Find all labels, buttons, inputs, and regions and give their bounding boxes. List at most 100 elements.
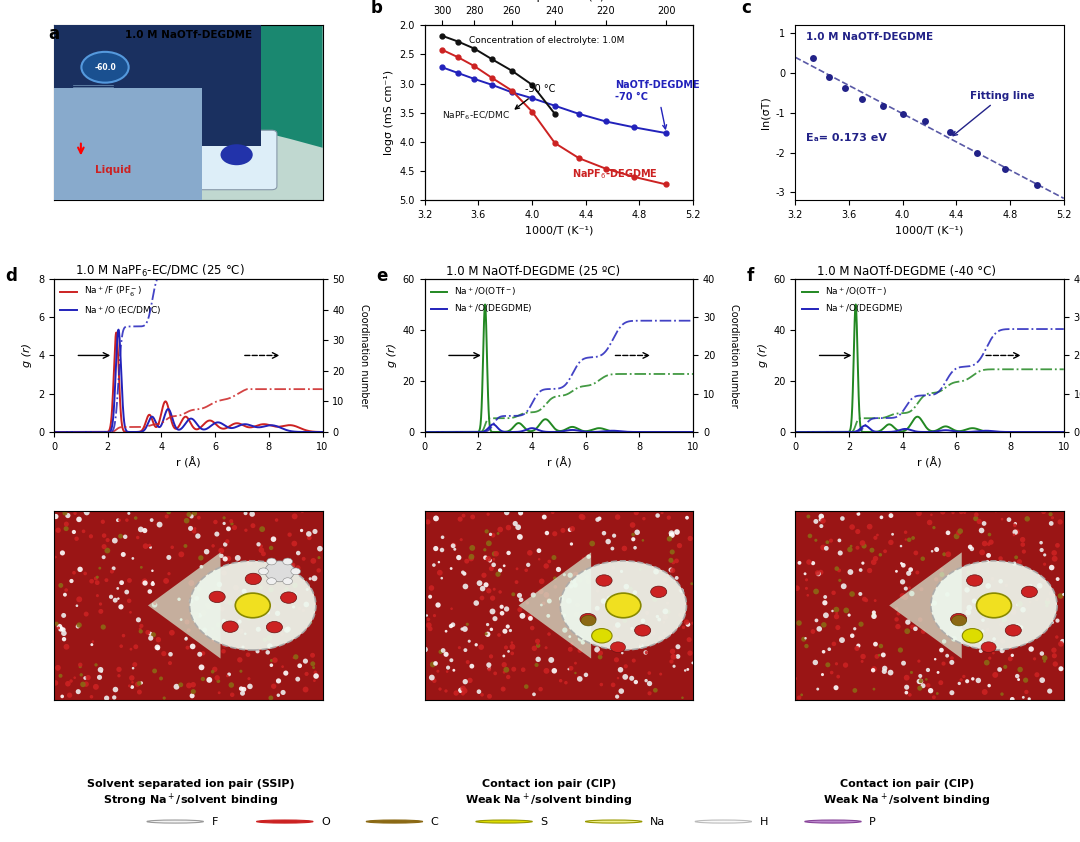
Text: S: S	[540, 817, 548, 827]
Point	[538, 641, 555, 654]
Point	[437, 647, 455, 661]
Circle shape	[967, 575, 983, 586]
Point	[607, 621, 624, 635]
Point	[933, 563, 950, 577]
Point	[260, 605, 278, 619]
Point	[445, 663, 462, 677]
Point	[141, 541, 159, 554]
Point	[1014, 591, 1031, 605]
Point	[71, 562, 89, 576]
Point	[1052, 637, 1069, 651]
Point	[609, 671, 626, 685]
Point	[888, 613, 905, 626]
Point	[663, 546, 680, 559]
Point	[529, 637, 546, 651]
Point	[546, 572, 564, 585]
Point	[178, 514, 195, 527]
Point	[447, 686, 464, 700]
Point	[185, 685, 202, 698]
Point	[460, 635, 477, 648]
Point	[892, 540, 909, 553]
Point	[922, 684, 940, 697]
Point	[124, 675, 141, 689]
X-axis label: r (Å): r (Å)	[546, 457, 571, 469]
Point	[912, 681, 929, 695]
Point	[197, 623, 214, 637]
Point	[65, 525, 82, 539]
Point	[143, 632, 160, 645]
Point	[1028, 668, 1045, 681]
Point	[1000, 513, 1017, 526]
Point	[240, 648, 257, 662]
Point	[285, 651, 302, 664]
Point	[1043, 561, 1061, 574]
Point	[604, 542, 621, 556]
Point	[220, 522, 238, 536]
Point	[146, 596, 163, 610]
Point	[120, 507, 137, 520]
Point	[807, 656, 824, 669]
Point	[259, 571, 276, 584]
Point	[123, 671, 140, 685]
Point	[940, 547, 957, 561]
Point	[78, 678, 95, 691]
Point	[663, 528, 680, 541]
Point	[453, 684, 470, 697]
Point	[222, 679, 240, 692]
Point	[530, 552, 548, 566]
Point	[966, 594, 983, 608]
Point	[993, 574, 1010, 588]
Na$^+$/O(OTf$^-$)	[788, 427, 801, 437]
Point	[973, 546, 990, 559]
Point	[894, 589, 912, 603]
X-axis label: Temperature (K): Temperature (K)	[514, 0, 604, 2]
Point	[675, 621, 692, 634]
Point	[1009, 598, 1026, 611]
Point	[483, 622, 500, 636]
Point	[133, 676, 150, 690]
Text: C: C	[431, 817, 438, 827]
Point	[823, 666, 840, 679]
Point	[1044, 616, 1062, 629]
Point	[838, 604, 855, 617]
Point	[928, 587, 945, 600]
Point	[546, 580, 564, 594]
Point	[960, 605, 977, 619]
Point	[503, 640, 521, 653]
Text: O: O	[321, 817, 329, 827]
Point	[265, 679, 282, 693]
Point	[798, 582, 815, 595]
Point	[117, 530, 134, 543]
Point	[70, 593, 87, 606]
Point	[853, 655, 870, 669]
Point	[807, 514, 824, 528]
Text: Fitting line: Fitting line	[953, 91, 1035, 136]
Point	[850, 639, 867, 653]
Text: Eₐ= 0.173 eV: Eₐ= 0.173 eV	[806, 133, 887, 143]
Point	[244, 519, 261, 532]
Point	[638, 606, 656, 620]
Point	[662, 563, 679, 577]
Na$^+$/F (PF$_6^-$)	[257, 419, 270, 429]
Point	[133, 561, 150, 574]
Point	[822, 534, 839, 547]
Text: Contact ion pair (CIP)
Weak Na$^+$/solvent binding: Contact ion pair (CIP) Weak Na$^+$/solve…	[823, 779, 991, 808]
Point	[463, 659, 481, 673]
Polygon shape	[889, 552, 962, 658]
Point	[647, 565, 664, 578]
Point	[852, 587, 869, 600]
Point	[1049, 631, 1066, 644]
Point	[1052, 515, 1069, 529]
Point	[1034, 647, 1051, 660]
Point	[901, 688, 918, 701]
Point	[940, 526, 957, 540]
Point	[624, 528, 642, 541]
Point	[141, 627, 159, 641]
Point	[788, 582, 806, 595]
Point	[112, 600, 130, 614]
Point	[599, 535, 617, 548]
Point	[46, 551, 64, 564]
Point	[111, 514, 129, 527]
X-axis label: r (Å): r (Å)	[917, 457, 942, 469]
Point	[110, 663, 127, 676]
